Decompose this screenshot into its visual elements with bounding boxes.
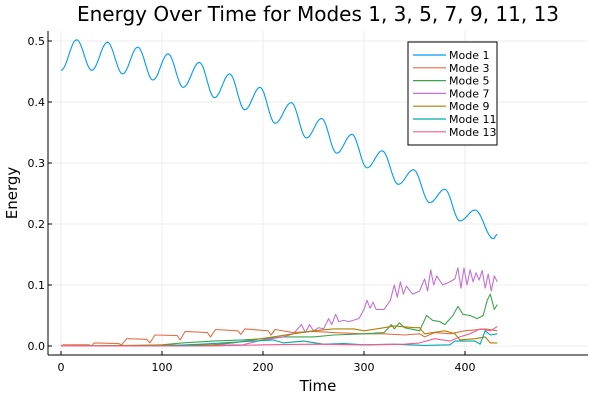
series-line-mode-13 — [61, 326, 498, 347]
series-line-mode-9 — [60, 325, 498, 347]
legend-label-mode-11: Mode 11 — [449, 113, 496, 126]
series-line-mode-1 — [60, 39, 498, 240]
chart-title: Energy Over Time for Modes 1, 3, 5, 7, 9… — [77, 2, 559, 26]
x-tick-label: 300 — [354, 361, 375, 374]
y-tick-label: 0.4 — [28, 96, 46, 109]
series-line-mode-3 — [60, 328, 498, 347]
y-axis-label: Energy — [3, 167, 21, 220]
ticks: 0 100 200 300 400 0.0 0.1 0.2 0.3 0.4 0.5 — [28, 35, 476, 374]
legend-label-mode-3: Mode 3 — [449, 62, 489, 75]
y-tick-label: 0.2 — [28, 218, 46, 231]
x-tick-label: 200 — [253, 361, 274, 374]
x-tick-label: 100 — [152, 361, 173, 374]
series-lines — [60, 39, 498, 347]
series-line-mode-5 — [61, 293, 498, 347]
legend-label-mode-7: Mode 7 — [449, 87, 489, 100]
y-tick-label: 0.3 — [28, 157, 46, 170]
y-tick-label: 0.1 — [28, 279, 46, 292]
legend-label-mode-13: Mode 13 — [449, 126, 496, 139]
series-line-mode-7 — [60, 267, 498, 347]
y-tick-label: 0.5 — [28, 35, 46, 48]
legend-label-mode-5: Mode 5 — [449, 75, 489, 88]
legend-label-mode-1: Mode 1 — [449, 49, 489, 62]
x-tick-label: 0 — [58, 361, 65, 374]
x-axis-label: Time — [299, 377, 337, 395]
legend-label-mode-9: Mode 9 — [449, 100, 489, 113]
y-tick-label: 0.0 — [28, 340, 46, 353]
x-tick-label: 400 — [455, 361, 476, 374]
